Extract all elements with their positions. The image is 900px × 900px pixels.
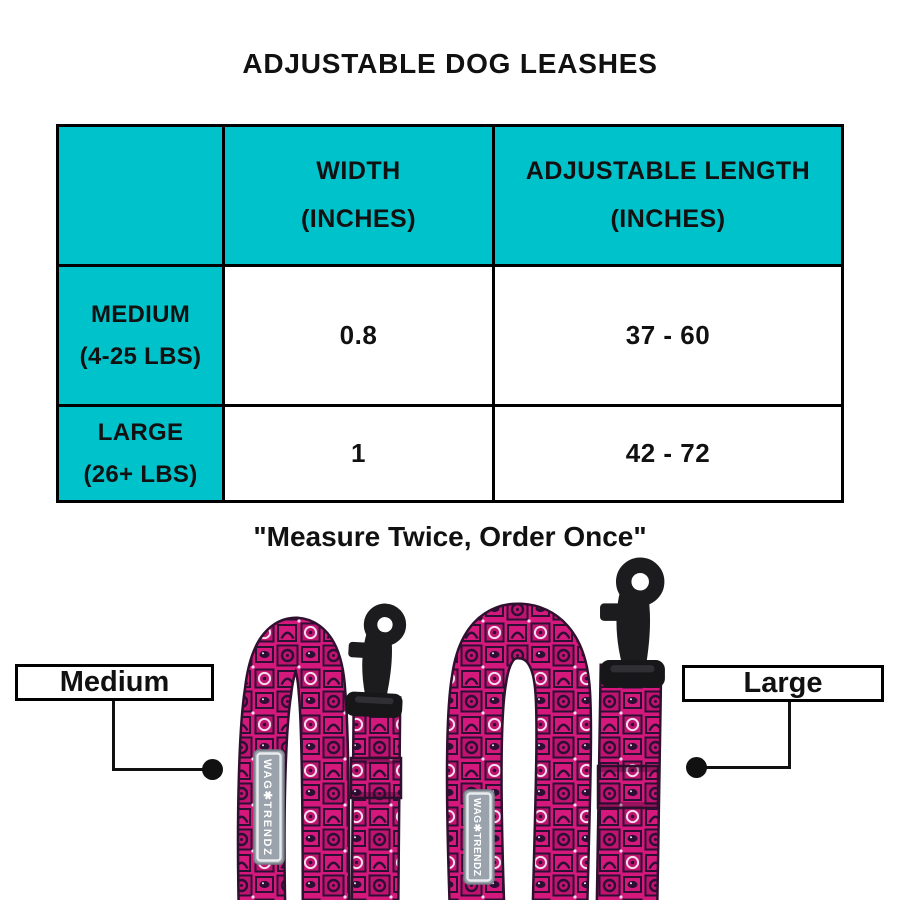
callout-large-label: Large xyxy=(682,665,884,702)
callout-medium-connector-vertical xyxy=(112,701,115,770)
medium-adjuster-fold xyxy=(349,756,403,800)
row-header-medium: MEDIUM (4-25 LBS) xyxy=(59,267,222,404)
tagline-quote: "Measure Twice, Order Once" xyxy=(253,521,647,552)
cell-large-width: 1 xyxy=(225,407,492,500)
large-snap-hook xyxy=(600,565,665,688)
cell-medium-length: 37 - 60 xyxy=(495,267,841,404)
medium-snap-hook xyxy=(345,608,407,718)
large-brand-tag-text: WAG✱TRENDZ xyxy=(471,798,482,877)
column-header-width-line2: (INCHES) xyxy=(300,204,417,233)
column-header-width: WIDTH (INCHES) xyxy=(225,127,492,264)
medium-clip-strap xyxy=(353,695,399,900)
callout-medium-text: Medium xyxy=(59,666,170,698)
callout-medium-pointer-dot xyxy=(202,759,223,780)
medium-brand-tag: WAG✱TRENDZ xyxy=(253,749,285,865)
column-header-length-line2: (INCHES) xyxy=(610,204,726,233)
medium-leash: WAG✱TRENDZ xyxy=(236,608,407,900)
callout-large-pointer-dot xyxy=(686,757,707,778)
row-header-large: LARGE (26+ LBS) xyxy=(59,407,222,500)
size-table: WIDTH (INCHES) ADJUSTABLE LENGTH (INCHES… xyxy=(56,124,844,503)
page-title: ADJUSTABLE DOG LEASHES xyxy=(242,48,658,79)
large-leash: WAG✱TRENDZ xyxy=(445,565,665,900)
cell-large-length: 42 - 72 xyxy=(495,407,841,500)
row-header-large-weight: (26+ LBS) xyxy=(83,460,198,488)
callout-medium-connector-horizontal xyxy=(112,768,205,771)
row-header-medium-size: MEDIUM xyxy=(90,301,191,329)
cell-medium-width: 0.8 xyxy=(225,267,492,404)
large-brand-tag: WAG✱TRENDZ xyxy=(463,789,495,885)
table-corner-cell xyxy=(59,127,222,264)
callout-large-connector-vertical xyxy=(788,702,791,768)
column-header-length: ADJUSTABLE LENGTH (INCHES) xyxy=(495,127,841,264)
column-header-length-line1: ADJUSTABLE LENGTH xyxy=(525,157,811,185)
row-header-medium-weight: (4-25 LBS) xyxy=(79,342,202,370)
medium-brand-tag-text: WAG✱TRENDZ xyxy=(261,759,273,856)
large-handle-loop xyxy=(448,605,590,900)
column-header-width-line1: WIDTH xyxy=(316,157,401,185)
callout-medium-label: Medium xyxy=(15,664,214,701)
row-header-large-size: LARGE xyxy=(97,419,184,447)
large-adjuster-fold xyxy=(596,764,660,810)
callout-large-text: Large xyxy=(743,667,823,699)
callout-large-connector-horizontal xyxy=(706,766,791,769)
